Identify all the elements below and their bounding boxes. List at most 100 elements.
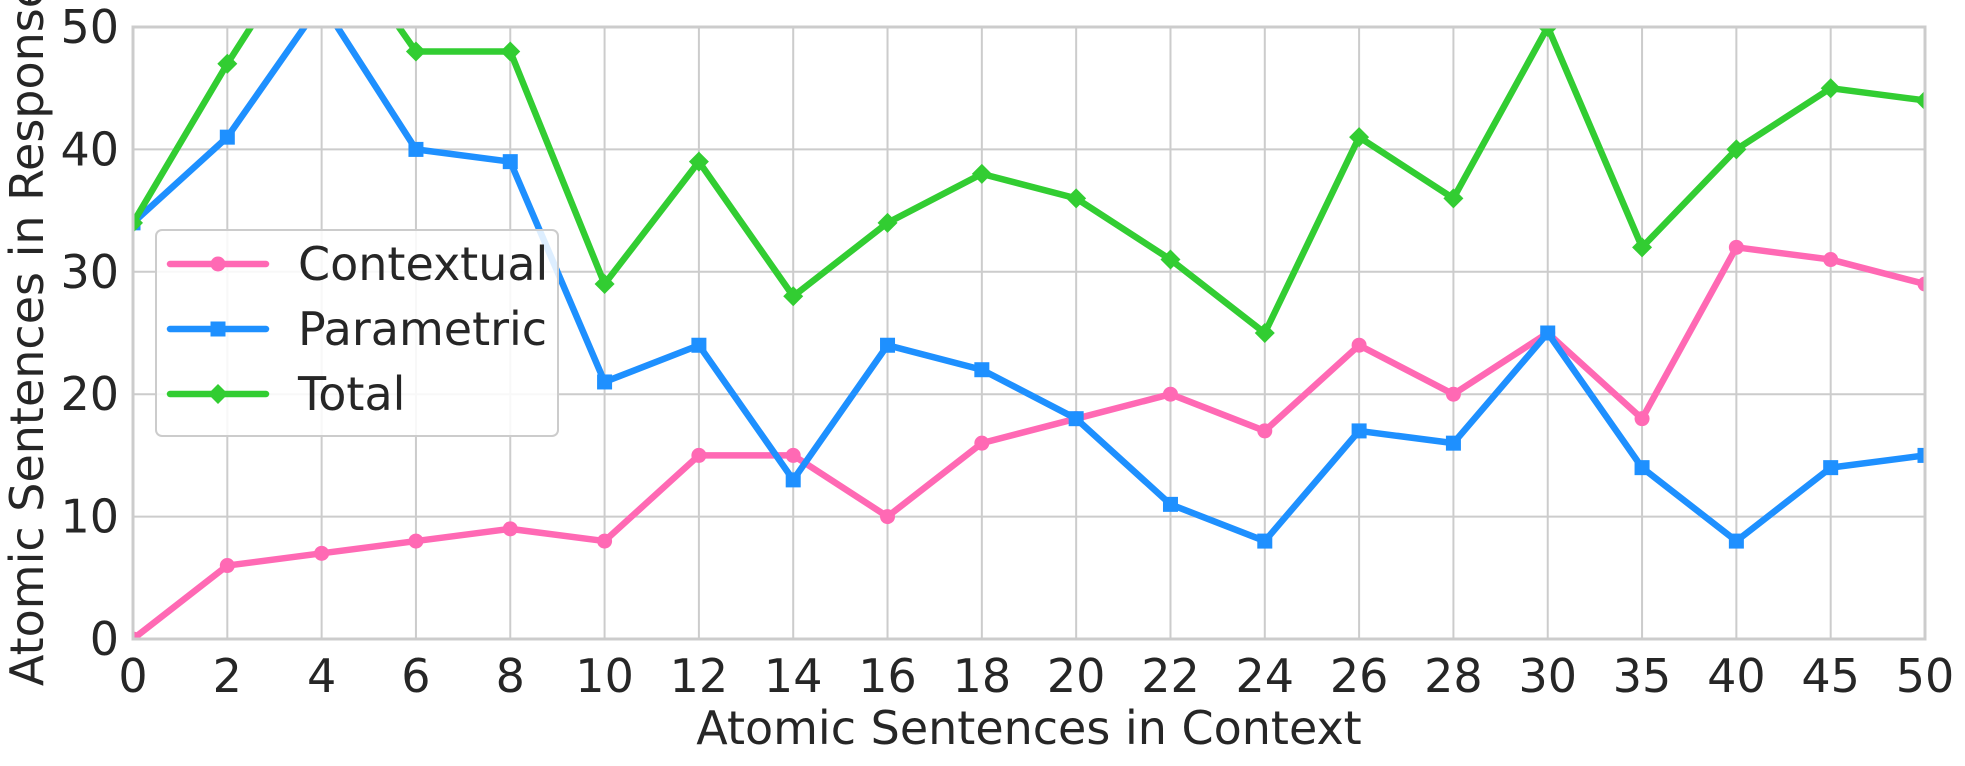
data-point-parametric xyxy=(691,337,707,353)
x-axis-label: Atomic Sentences in Context xyxy=(696,701,1361,755)
x-tick-label: 45 xyxy=(1801,649,1860,703)
data-point-contextual xyxy=(974,435,990,451)
y-tick-label: 0 xyxy=(90,612,119,666)
data-point-parametric xyxy=(1728,533,1744,549)
y-tick-label: 40 xyxy=(60,122,119,176)
x-tick-label: 14 xyxy=(764,649,823,703)
legend-marker xyxy=(210,321,226,337)
series-line-contextual xyxy=(133,244,1925,639)
legend-label: Parametric xyxy=(298,302,547,356)
x-tick-label: 16 xyxy=(858,649,917,703)
x-tick-label: 18 xyxy=(953,649,1012,703)
data-point-total xyxy=(1537,27,1558,37)
series-total xyxy=(133,27,1925,343)
data-point-total xyxy=(1160,249,1181,270)
series-layer xyxy=(133,27,1925,639)
legend: Contextual Parametric Total xyxy=(155,229,559,437)
x-tick-label: 12 xyxy=(670,649,729,703)
data-point-contextual xyxy=(1162,386,1178,402)
x-tick-label: 26 xyxy=(1330,649,1389,703)
data-point-contextual xyxy=(502,521,518,537)
data-point-parametric xyxy=(880,337,896,353)
data-point-parametric xyxy=(1162,496,1178,512)
data-point-total xyxy=(1726,139,1747,160)
data-point-total xyxy=(1820,78,1841,99)
data-point-contextual xyxy=(1917,276,1925,292)
data-point-contextual xyxy=(1823,252,1839,268)
data-point-parametric xyxy=(785,472,801,488)
data-point-total xyxy=(405,41,426,62)
data-point-total xyxy=(1349,127,1370,148)
data-point-contextual xyxy=(408,533,424,549)
data-point-contextual xyxy=(1257,423,1273,439)
x-tick-label: 0 xyxy=(118,649,147,703)
legend-label: Contextual xyxy=(298,237,548,291)
data-point-total xyxy=(877,212,898,233)
data-point-total xyxy=(500,41,521,62)
data-point-contextual xyxy=(880,509,896,525)
x-tick-label: 2 xyxy=(213,649,242,703)
data-point-contextual xyxy=(1351,337,1367,353)
legend-item-parametric: Parametric xyxy=(166,302,547,356)
data-point-parametric xyxy=(1540,325,1556,341)
data-point-parametric xyxy=(974,362,990,378)
data-point-total xyxy=(971,163,992,184)
x-tick-label: 6 xyxy=(401,649,430,703)
data-point-total xyxy=(1066,188,1087,209)
legend-item-contextual: Contextual xyxy=(166,237,548,291)
data-point-parametric xyxy=(1823,460,1839,476)
data-point-total xyxy=(217,53,238,74)
data-point-parametric xyxy=(1257,533,1273,549)
series-line-total xyxy=(133,27,1925,337)
data-point-contextual xyxy=(314,545,330,561)
legend-entries: Contextual Parametric Total xyxy=(166,237,548,421)
legend-item-total: Total xyxy=(166,367,405,421)
data-point-contextual xyxy=(219,558,235,574)
x-tick-label: 40 xyxy=(1707,649,1766,703)
x-tick-label: 20 xyxy=(1047,649,1106,703)
data-point-total xyxy=(1443,188,1464,209)
x-tick-label: 10 xyxy=(575,649,634,703)
data-point-contextual xyxy=(597,533,613,549)
plot-frame xyxy=(131,25,1927,641)
x-tick-label: 24 xyxy=(1236,649,1295,703)
x-tick-label: 4 xyxy=(307,649,336,703)
data-point-contextual xyxy=(785,447,801,463)
legend-marker xyxy=(208,384,228,404)
data-point-total xyxy=(1632,237,1653,258)
data-point-parametric xyxy=(219,129,235,145)
data-point-total xyxy=(133,212,143,233)
data-point-total xyxy=(1254,323,1275,343)
data-point-contextual xyxy=(1634,411,1650,427)
data-point-total xyxy=(783,286,804,307)
x-tick-label: 50 xyxy=(1896,649,1955,703)
data-point-contextual xyxy=(133,631,141,639)
data-point-parametric xyxy=(502,154,518,170)
legend-marker xyxy=(210,256,226,272)
x-tick-label: 35 xyxy=(1613,649,1672,703)
y-axis-label: Atomic Sentences in Response xyxy=(0,0,54,686)
data-point-contextual xyxy=(1728,239,1744,255)
data-point-parametric xyxy=(597,374,613,390)
y-tick-label: 50 xyxy=(60,0,119,54)
y-tick-label: 30 xyxy=(60,245,119,299)
x-tick-labels: 0 2 4 6 8 10 12 14 16 18 20 22 24 26 28 30 35 40 45 50 xyxy=(118,649,1954,703)
data-point-contextual xyxy=(691,447,707,463)
data-point-contextual xyxy=(1445,386,1461,402)
legend-label: Total xyxy=(297,367,405,421)
data-point-total xyxy=(688,151,709,172)
data-point-parametric xyxy=(1351,423,1367,439)
y-tick-label: 20 xyxy=(60,367,119,421)
legend-box xyxy=(155,229,559,437)
data-point-parametric xyxy=(1445,435,1461,451)
data-point-parametric xyxy=(1068,411,1084,427)
data-point-parametric xyxy=(408,141,424,157)
y-tick-labels: 0 10 20 30 40 50 xyxy=(60,0,119,666)
x-tick-label: 22 xyxy=(1141,649,1200,703)
series-line-parametric xyxy=(133,27,1925,545)
x-tick-label: 30 xyxy=(1518,649,1577,703)
data-point-total xyxy=(594,274,615,295)
x-tick-label: 28 xyxy=(1424,649,1483,703)
data-point-parametric xyxy=(1634,460,1650,476)
